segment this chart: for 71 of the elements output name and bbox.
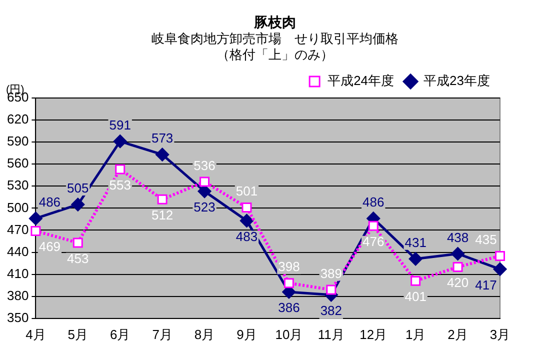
- x-tick-label: 10月: [275, 326, 303, 342]
- chart-subtitle: 岐阜食肉地方卸売市場 せり取引平均価格（格付「上」のみ）: [150, 31, 400, 63]
- point: [493, 262, 507, 276]
- data-label: 486: [38, 194, 61, 210]
- y-tick-label: 500: [6, 200, 29, 215]
- y-tick-label: 410: [6, 266, 29, 281]
- data-label: 512: [151, 207, 174, 222]
- x-tick-label: 6月: [110, 326, 130, 342]
- y-tick-label: 530: [6, 178, 29, 193]
- data-label: 476: [362, 234, 384, 249]
- point: [156, 148, 170, 162]
- data-label: 553: [109, 177, 131, 192]
- data-label: 523: [194, 199, 216, 214]
- x-tick-label: 1月: [405, 326, 426, 342]
- data-label: 501: [236, 184, 258, 199]
- data-label: 435: [475, 232, 497, 248]
- y-tick-label: 620: [6, 112, 29, 127]
- data-label: 483: [236, 228, 258, 244]
- data-label: 486: [362, 194, 384, 210]
- point: [30, 226, 41, 236]
- data-label: 469: [38, 239, 61, 254]
- point: [452, 262, 463, 272]
- x-tick-label: 7月: [152, 326, 172, 342]
- point: [115, 164, 126, 174]
- data-label: 398: [278, 259, 300, 274]
- y-tick-label: 560: [6, 156, 29, 171]
- point: [408, 252, 422, 266]
- legend-label: 平成24年度: [328, 73, 394, 88]
- data-label: 386: [278, 300, 300, 316]
- point: [242, 202, 252, 212]
- point: [198, 184, 212, 198]
- data-label: 438: [446, 230, 469, 245]
- x-tick-label: 3月: [490, 326, 510, 342]
- y-tick-label: 380: [6, 288, 29, 303]
- x-tick-label: 8月: [194, 326, 215, 342]
- x-tick-label: 11月: [318, 326, 344, 342]
- data-label: 382: [320, 302, 342, 318]
- point: [157, 194, 168, 204]
- x-tick-label: 9月: [236, 326, 257, 342]
- data-label: 389: [320, 266, 342, 281]
- point: [200, 176, 210, 187]
- data-label: 401: [404, 289, 426, 304]
- data-label: 417: [475, 277, 497, 292]
- point: [28, 212, 42, 226]
- data-label: 536: [194, 158, 216, 173]
- x-tick-label: 12月: [360, 326, 388, 342]
- legend-label: 平成23年度: [424, 73, 490, 88]
- data-label: 431: [404, 234, 426, 250]
- point: [240, 214, 254, 228]
- y-tick-label: 590: [6, 134, 29, 149]
- y-tick-label: 470: [6, 222, 29, 237]
- y-tick-label: 350: [6, 310, 29, 325]
- data-label: 505: [67, 180, 89, 196]
- point: [113, 134, 127, 148]
- x-tick-label: 4月: [26, 326, 46, 342]
- point: [326, 284, 336, 295]
- point: [368, 220, 378, 231]
- data-label: 453: [67, 250, 89, 266]
- x-tick-label: 2月: [448, 326, 468, 342]
- point: [410, 276, 421, 286]
- data-label: 573: [151, 130, 174, 146]
- data-label: 591: [109, 117, 131, 132]
- data-label: 420: [446, 275, 469, 290]
- point: [71, 198, 85, 212]
- point: [495, 250, 505, 261]
- y-tick-label: 440: [6, 244, 29, 259]
- point: [451, 247, 465, 260]
- x-tick-label: 5月: [68, 326, 88, 342]
- chart-title: 豚枝肉: [253, 14, 297, 31]
- point: [72, 238, 83, 248]
- point: [284, 278, 294, 288]
